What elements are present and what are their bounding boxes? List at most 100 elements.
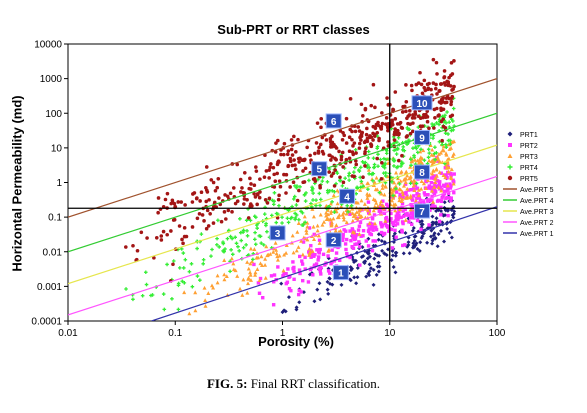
point-prt3 [397, 195, 402, 200]
point-prt4 [292, 194, 297, 199]
point-prt2 [416, 196, 420, 200]
point-prt5 [286, 164, 290, 169]
point-prt3 [295, 229, 300, 234]
point-prt5 [350, 150, 355, 154]
point-prt4 [384, 157, 388, 162]
class-label-text: 7 [419, 207, 425, 218]
point-prt4 [225, 236, 230, 241]
point-prt4 [210, 247, 214, 252]
point-prt1 [279, 281, 284, 286]
point-prt5 [407, 113, 412, 117]
point-prt3 [253, 270, 258, 275]
point-prt3 [357, 215, 362, 219]
class-label-9: 9 [414, 129, 431, 145]
point-prt1 [447, 230, 452, 235]
point-prt3 [334, 223, 339, 227]
point-prt1 [339, 282, 344, 287]
legend-marker [507, 131, 513, 137]
point-prt5 [190, 225, 195, 229]
point-prt1 [406, 240, 411, 245]
point-prt4 [270, 213, 274, 218]
point-prt2 [428, 198, 432, 202]
point-prt3 [253, 272, 258, 277]
point-prt3 [362, 202, 367, 206]
point-prt4 [366, 149, 371, 154]
point-prt4 [229, 248, 233, 252]
point-prt5 [288, 185, 292, 189]
point-prt5 [412, 116, 417, 120]
point-prt4 [302, 193, 307, 197]
point-prt3 [430, 188, 435, 193]
point-prt5 [295, 198, 300, 203]
point-prt5 [449, 61, 454, 65]
point-prt1 [421, 231, 426, 236]
point-prt2 [298, 254, 302, 259]
point-prt5 [252, 183, 257, 188]
point-prt2 [366, 244, 371, 248]
point-prt2 [276, 265, 280, 269]
point-prt5 [339, 154, 344, 159]
point-prt2 [372, 213, 377, 217]
point-prt3 [305, 220, 310, 225]
point-prt2 [329, 261, 333, 266]
class-label-text: 10 [416, 99, 428, 110]
point-prt4 [375, 146, 379, 151]
point-prt3 [436, 152, 441, 156]
legend-label: Ave.PRT 1 [520, 231, 554, 238]
point-prt2 [400, 230, 404, 234]
point-prt3 [366, 167, 371, 172]
point-prt5 [291, 180, 296, 185]
point-prt4 [221, 249, 225, 253]
point-prt5 [329, 158, 333, 162]
point-prt5 [165, 232, 169, 237]
point-prt4 [449, 128, 454, 133]
point-prt5 [384, 116, 389, 120]
point-prt5 [290, 163, 295, 168]
point-prt3 [321, 220, 326, 224]
point-prt2 [449, 199, 453, 203]
point-prt5 [353, 129, 358, 134]
point-prt3 [209, 283, 214, 288]
point-prt2 [394, 235, 398, 239]
point-prt3 [403, 180, 408, 185]
point-prt3 [451, 181, 456, 186]
point-prt3 [211, 285, 216, 290]
point-prt5 [328, 136, 333, 141]
point-prt2 [370, 227, 374, 231]
legend-label: PRT2 [520, 143, 538, 150]
point-prt4 [241, 245, 246, 250]
point-prt1 [433, 236, 438, 241]
point-prt2 [432, 187, 436, 192]
point-prt2 [330, 248, 334, 252]
point-prt2 [348, 229, 352, 233]
point-prt5 [341, 165, 345, 169]
point-prt3 [307, 246, 312, 251]
point-prt2 [311, 273, 315, 277]
point-prt5 [371, 131, 375, 136]
point-prt1 [442, 200, 447, 205]
point-prt2 [341, 238, 345, 243]
point-prt4 [297, 217, 301, 222]
point-prt5 [224, 217, 228, 221]
point-prt1 [371, 267, 376, 272]
class-label-box [332, 265, 349, 281]
point-prt5 [400, 110, 405, 114]
point-prt2 [366, 223, 370, 227]
point-prt3 [374, 175, 379, 180]
point-prt4 [294, 213, 299, 217]
point-prt4 [370, 171, 375, 176]
point-prt2 [300, 262, 305, 266]
point-prt3 [381, 203, 386, 208]
point-prt2 [445, 175, 449, 180]
point-prt2 [439, 205, 443, 210]
point-prt5 [238, 177, 243, 182]
point-prt5 [409, 83, 414, 88]
point-prt5 [171, 262, 175, 267]
point-prt5 [340, 150, 345, 155]
point-prt5 [292, 134, 296, 139]
point-prt3 [231, 261, 236, 266]
point-prt5 [373, 126, 378, 131]
point-prt5 [177, 224, 182, 228]
point-prt5 [395, 128, 400, 133]
point-prt3 [431, 168, 436, 173]
